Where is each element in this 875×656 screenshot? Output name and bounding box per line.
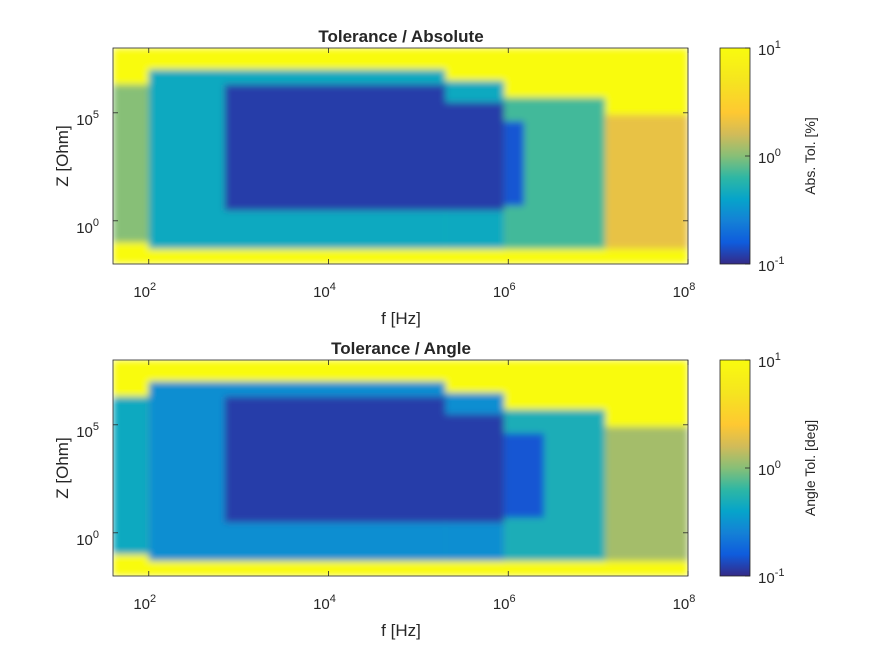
heatmap-cell <box>113 396 149 555</box>
y-tick-label: 100 <box>76 529 99 549</box>
x-tick-label: 102 <box>133 281 156 301</box>
x-tick-label: 106 <box>493 593 516 613</box>
colorbar-tick-label: 10-1 <box>758 255 784 275</box>
axes-absolute: Tolerance / Absolute 102 104 106 108 100 105… <box>53 27 818 328</box>
heatmap-cell <box>445 414 505 523</box>
colorbar-tick-label: 100 <box>758 147 781 167</box>
x-tick-label: 102 <box>133 593 156 613</box>
heatmap-area <box>113 360 688 576</box>
x-tick-label: 104 <box>313 281 336 301</box>
plot-frame <box>112 359 689 577</box>
heatmap-regions <box>113 360 688 576</box>
heatmap-cell <box>605 426 688 561</box>
x-ticks: 102 104 106 108 <box>133 48 695 301</box>
heatmap-cell <box>504 433 545 518</box>
x-ticks: 102 104 106 108 <box>133 360 695 613</box>
y-tick-label: 105 <box>76 421 99 441</box>
heatmap-cell <box>445 102 505 211</box>
colorbar-label: Abs. Tol. [%] <box>802 117 818 195</box>
heatmap-area <box>113 48 688 264</box>
heatmap-cell <box>224 84 446 211</box>
colorbar-label: Angle Tol. [deg] <box>802 420 818 516</box>
colorbar-tick-label: 101 <box>758 39 781 59</box>
y-ticks: 100 105 <box>76 421 688 549</box>
x-axis-label: f [Hz] <box>381 621 421 640</box>
colorbar-tick-label: 100 <box>758 459 781 479</box>
y-tick-label: 100 <box>76 217 99 237</box>
axes-angle: Tolerance / Angle 102 104 106 108 100 105 f … <box>53 339 818 640</box>
x-tick-label: 106 <box>493 281 516 301</box>
colorbar-tick-label: 10-1 <box>758 567 784 587</box>
x-tick-label: 108 <box>673 593 696 613</box>
y-ticks: 100 105 <box>76 109 688 237</box>
chart-title: Tolerance / Absolute <box>318 27 483 46</box>
colorbar-ticks: 10-1 100 101 <box>745 39 784 275</box>
colorbar-ticks: 10-1 100 101 <box>745 351 784 587</box>
heatmap-cell <box>113 84 149 243</box>
y-axis-label: Z [Ohm] <box>53 437 72 498</box>
heatmap-cell <box>605 114 688 249</box>
colorbar-tick-label: 101 <box>758 351 781 371</box>
heatmap-cell <box>504 121 525 206</box>
plot-frame <box>112 47 689 265</box>
colorbar: 10-1 100 101 Abs. Tol. [%] <box>719 39 818 275</box>
x-axis-label: f [Hz] <box>381 309 421 328</box>
x-tick-label: 108 <box>673 281 696 301</box>
y-axis-label: Z [Ohm] <box>53 125 72 186</box>
chart-title: Tolerance / Angle <box>331 339 471 358</box>
heatmap-cell <box>224 396 446 523</box>
x-tick-label: 104 <box>313 593 336 613</box>
heatmap-regions <box>113 48 688 264</box>
y-tick-label: 105 <box>76 109 99 129</box>
colorbar: 10-1 100 101 Angle Tol. [deg] <box>719 351 818 587</box>
